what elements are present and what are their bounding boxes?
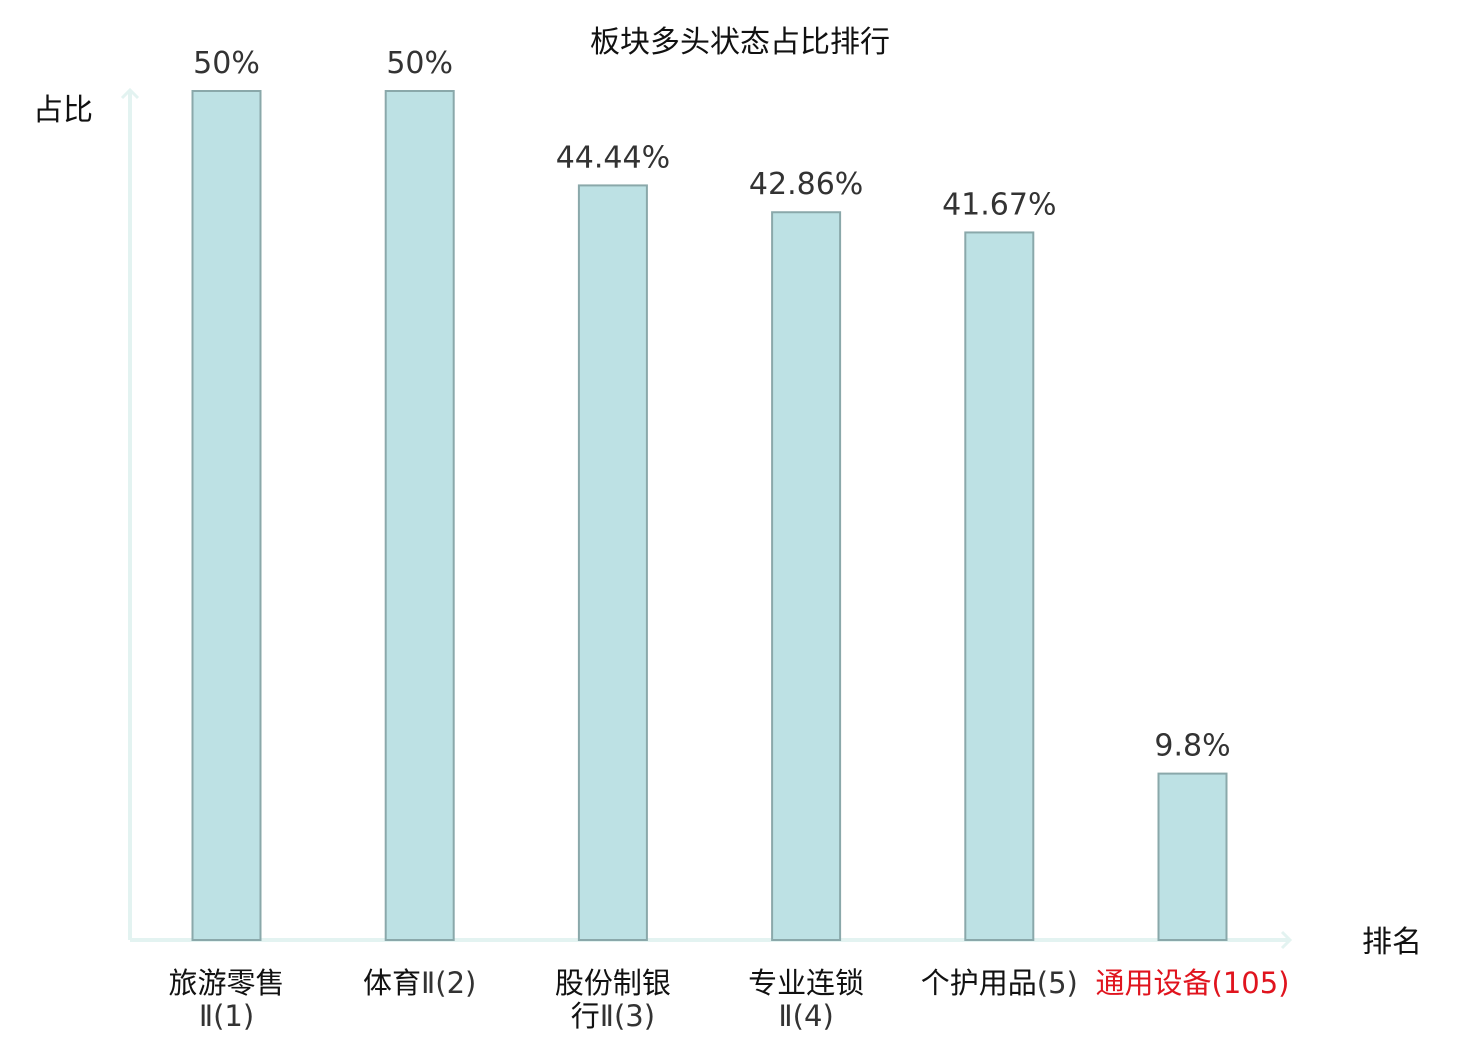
value-labels-group: 50% 50% 44.44% 42.86% 41.67% 9.8% (193, 46, 1230, 764)
value-label-5: 41.67% (942, 187, 1056, 222)
bar-3 (577, 184, 648, 941)
bar-6 (1157, 772, 1228, 942)
category-rank: Ⅱ(3) (600, 999, 655, 1033)
category-label-1-line-1: 旅游零售 (168, 966, 284, 1000)
value-label-1: 50% (193, 46, 260, 81)
bars-group (191, 90, 1228, 942)
category-name: 体育 (363, 966, 421, 1000)
bar-5 (964, 231, 1035, 941)
category-label-4-line-2: Ⅱ(4) (778, 999, 833, 1033)
category-label-4-line-1: 专业连锁 (748, 966, 864, 1000)
category-rank: (105) (1212, 966, 1290, 1000)
category-name: 通用设备 (1096, 966, 1212, 1000)
value-label-6: 9.8% (1154, 729, 1230, 764)
category-label-5-line-1: 个护用品(5) (921, 966, 1078, 1000)
category-rank: Ⅱ(2) (421, 966, 476, 1000)
category-name: 专业连锁 (748, 966, 864, 1000)
y-axis-label: 占比 (33, 93, 93, 128)
category-label-3-line-1: 股份制银 (555, 966, 671, 1000)
x-axis-label: 排名 (1362, 925, 1422, 960)
category-rank: Ⅱ(4) (778, 999, 833, 1033)
category-name: 股份制银 (555, 966, 671, 1000)
category-name: 行 (571, 999, 600, 1033)
chart-title: 板块多头状态占比排行 (590, 25, 890, 60)
category-label-3-line-2: 行Ⅱ(3) (571, 999, 655, 1033)
bar-1 (191, 90, 262, 941)
category-label-6-line-1: 通用设备(105) (1096, 966, 1290, 1000)
category-rank: Ⅱ(1) (199, 999, 254, 1033)
category-name: 个护用品 (921, 966, 1037, 1000)
value-label-3: 44.44% (556, 140, 670, 175)
value-label-2: 50% (386, 46, 453, 81)
category-rank: (5) (1037, 966, 1078, 1000)
category-label-1-line-2: Ⅱ(1) (199, 999, 254, 1033)
value-label-4: 42.86% (749, 167, 863, 202)
category-label-2-line-1: 体育Ⅱ(2) (363, 966, 476, 1000)
category-name: 旅游零售 (168, 966, 284, 1000)
bar-4 (771, 211, 842, 942)
bar-2 (384, 90, 455, 941)
